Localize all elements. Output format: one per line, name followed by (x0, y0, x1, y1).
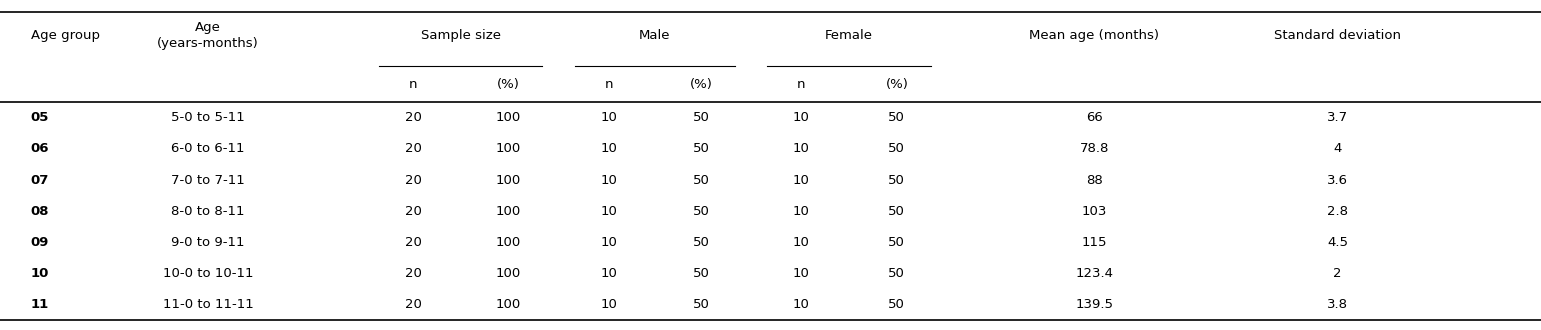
Text: Age group: Age group (31, 29, 100, 42)
Text: 100: 100 (496, 174, 521, 186)
Text: Sample size: Sample size (421, 29, 501, 42)
Text: 50: 50 (889, 298, 905, 311)
Text: 4: 4 (1333, 143, 1342, 155)
Text: 10: 10 (31, 267, 49, 280)
Text: 115: 115 (1082, 236, 1106, 249)
Text: 10: 10 (601, 174, 616, 186)
Text: Mean age (months): Mean age (months) (1029, 29, 1159, 42)
Text: 100: 100 (496, 298, 521, 311)
Text: 05: 05 (31, 111, 49, 124)
Text: n: n (604, 78, 613, 91)
Text: 08: 08 (31, 205, 49, 218)
Text: 10: 10 (794, 298, 809, 311)
Text: 66: 66 (1086, 111, 1102, 124)
Text: 50: 50 (693, 236, 709, 249)
Text: 50: 50 (889, 236, 905, 249)
Text: 50: 50 (693, 205, 709, 218)
Text: 6-0 to 6-11: 6-0 to 6-11 (171, 143, 245, 155)
Text: 10: 10 (601, 143, 616, 155)
Text: n: n (408, 78, 418, 91)
Text: 103: 103 (1082, 205, 1106, 218)
Text: 50: 50 (889, 111, 905, 124)
Text: 20: 20 (405, 267, 421, 280)
Text: 10: 10 (601, 236, 616, 249)
Text: 20: 20 (405, 298, 421, 311)
Text: 07: 07 (31, 174, 49, 186)
Text: 10-0 to 10-11: 10-0 to 10-11 (163, 267, 253, 280)
Text: 10: 10 (601, 111, 616, 124)
Text: 5-0 to 5-11: 5-0 to 5-11 (171, 111, 245, 124)
Text: 4.5: 4.5 (1327, 236, 1348, 249)
Text: 50: 50 (889, 174, 905, 186)
Text: 10: 10 (601, 298, 616, 311)
Text: 123.4: 123.4 (1076, 267, 1113, 280)
Text: 50: 50 (889, 267, 905, 280)
Text: (%): (%) (690, 78, 712, 91)
Text: 100: 100 (496, 267, 521, 280)
Text: 10: 10 (794, 143, 809, 155)
Text: 10: 10 (601, 205, 616, 218)
Text: Standard deviation: Standard deviation (1274, 29, 1401, 42)
Text: 50: 50 (889, 143, 905, 155)
Text: n: n (797, 78, 806, 91)
Text: 2: 2 (1333, 267, 1342, 280)
Text: 10: 10 (794, 174, 809, 186)
Text: 100: 100 (496, 236, 521, 249)
Text: 100: 100 (496, 111, 521, 124)
Text: 2.8: 2.8 (1327, 205, 1348, 218)
Text: 10: 10 (601, 267, 616, 280)
Text: 100: 100 (496, 143, 521, 155)
Text: Age
(years-months): Age (years-months) (157, 21, 259, 50)
Text: 3.7: 3.7 (1327, 111, 1348, 124)
Text: 3.8: 3.8 (1327, 298, 1348, 311)
Text: (%): (%) (886, 78, 908, 91)
Text: Male: Male (640, 29, 670, 42)
Text: 50: 50 (693, 111, 709, 124)
Text: 50: 50 (693, 267, 709, 280)
Text: 10: 10 (794, 111, 809, 124)
Text: 09: 09 (31, 236, 49, 249)
Text: 88: 88 (1086, 174, 1102, 186)
Text: 139.5: 139.5 (1076, 298, 1113, 311)
Text: 50: 50 (693, 143, 709, 155)
Text: 78.8: 78.8 (1079, 143, 1110, 155)
Text: 7-0 to 7-11: 7-0 to 7-11 (171, 174, 245, 186)
Text: (%): (%) (498, 78, 519, 91)
Text: 50: 50 (889, 205, 905, 218)
Text: 11-0 to 11-11: 11-0 to 11-11 (163, 298, 253, 311)
Text: 20: 20 (405, 236, 421, 249)
Text: 9-0 to 9-11: 9-0 to 9-11 (171, 236, 245, 249)
Text: 100: 100 (496, 205, 521, 218)
Text: 20: 20 (405, 111, 421, 124)
Text: 10: 10 (794, 205, 809, 218)
Text: 10: 10 (794, 236, 809, 249)
Text: 50: 50 (693, 174, 709, 186)
Text: Female: Female (824, 29, 874, 42)
Text: 11: 11 (31, 298, 49, 311)
Text: 20: 20 (405, 143, 421, 155)
Text: 10: 10 (794, 267, 809, 280)
Text: 3.6: 3.6 (1327, 174, 1348, 186)
Text: 20: 20 (405, 205, 421, 218)
Text: 20: 20 (405, 174, 421, 186)
Text: 06: 06 (31, 143, 49, 155)
Text: 50: 50 (693, 298, 709, 311)
Text: 8-0 to 8-11: 8-0 to 8-11 (171, 205, 245, 218)
